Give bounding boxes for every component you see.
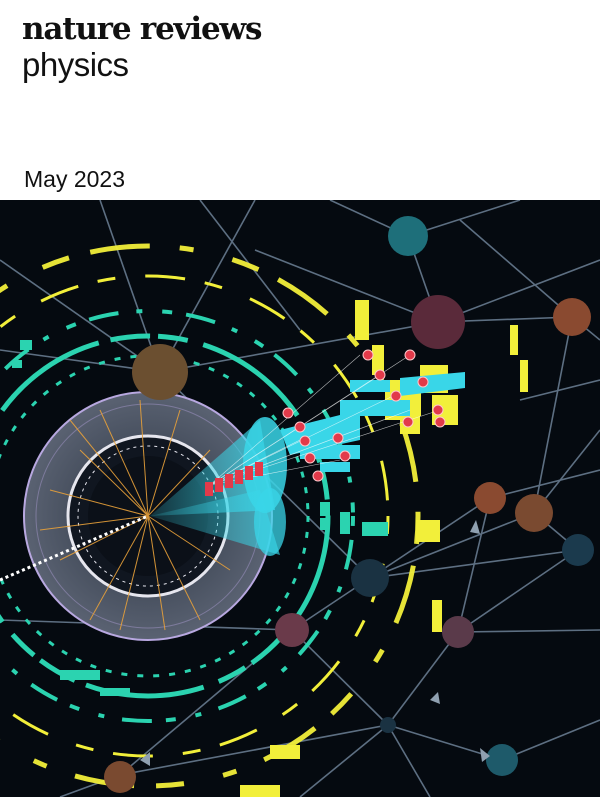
issue-date: May 2023 <box>24 166 126 192</box>
orange-tracks <box>39 399 231 631</box>
journal-title-line2: physics <box>22 46 129 83</box>
graph-nodes-red <box>282 349 446 482</box>
jet-hit-segments <box>205 462 263 496</box>
jet-cones <box>150 417 287 556</box>
journal-title-line1: nature reviews <box>22 11 262 47</box>
network-nodes <box>104 216 594 793</box>
collision-network-illustration <box>0 200 600 797</box>
muon-hits <box>12 340 388 696</box>
beam-line <box>0 514 149 582</box>
masthead: nature reviews physics <box>22 11 262 83</box>
cover-artwork <box>0 200 600 797</box>
edge-arrows <box>140 520 490 766</box>
